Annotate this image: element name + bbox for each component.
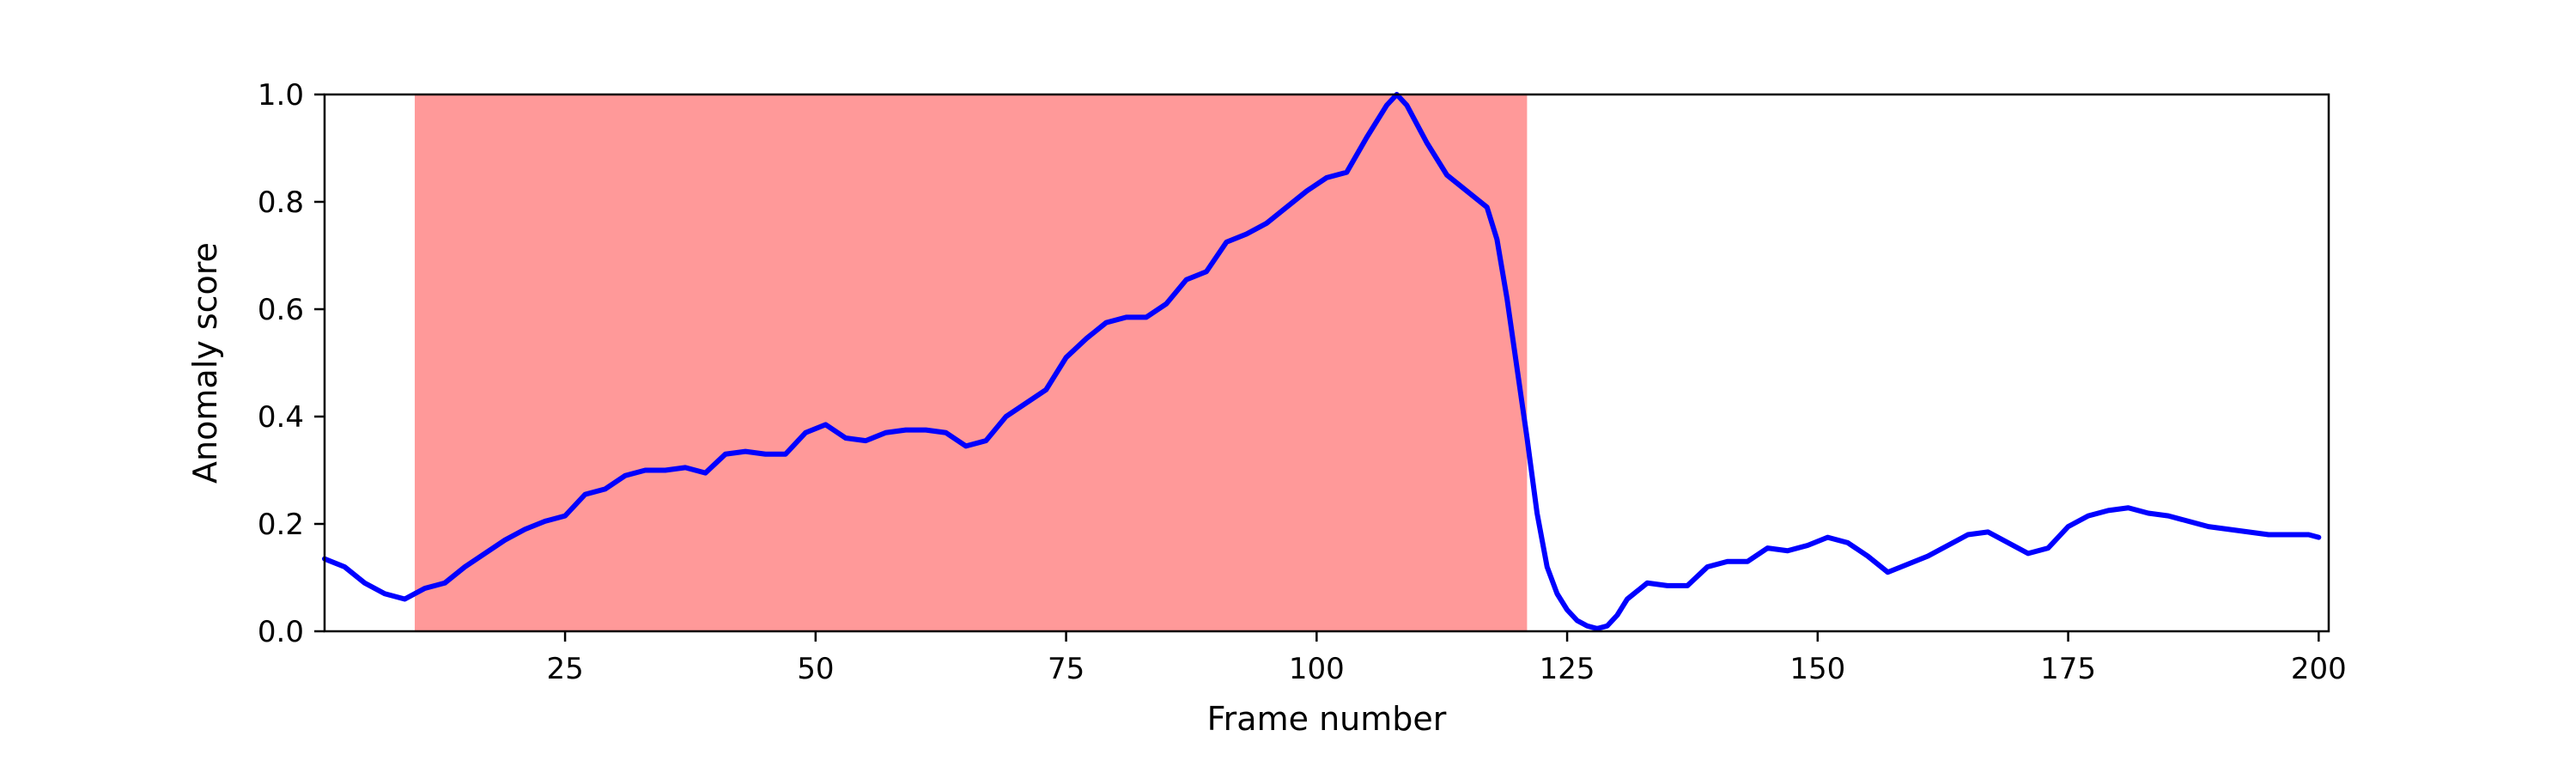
plot-frame [323,93,2330,633]
y-tick-label: 1.0 [258,78,304,113]
y-tick-label: 0.0 [258,615,304,649]
y-axis-label: Anomaly score [186,242,224,484]
x-tick-label: 75 [1048,652,1084,686]
x-axis-label: Frame number [1207,700,1447,738]
anomaly-region [415,94,1528,631]
x-tick-label: 50 [797,652,834,686]
y-axis-ticks: 0.0 0.2 0.4 0.6 0.8 1.0 [258,78,325,649]
y-tick-label: 0.4 [258,400,304,435]
x-tick-label: 200 [2291,652,2347,686]
y-tick-label: 0.2 [258,508,304,542]
x-axis-ticks: 25 50 75 100 125 150 175 200 [546,631,2347,686]
x-tick-label: 125 [1540,652,1595,686]
y-tick-label: 0.6 [258,293,304,327]
y-tick-label: 0.8 [258,186,304,220]
x-tick-label: 150 [1789,652,1845,686]
anomaly-region-layer [415,94,1528,631]
x-tick-label: 100 [1289,652,1345,686]
x-tick-label: 25 [546,652,583,686]
x-tick-label: 175 [2040,652,2096,686]
